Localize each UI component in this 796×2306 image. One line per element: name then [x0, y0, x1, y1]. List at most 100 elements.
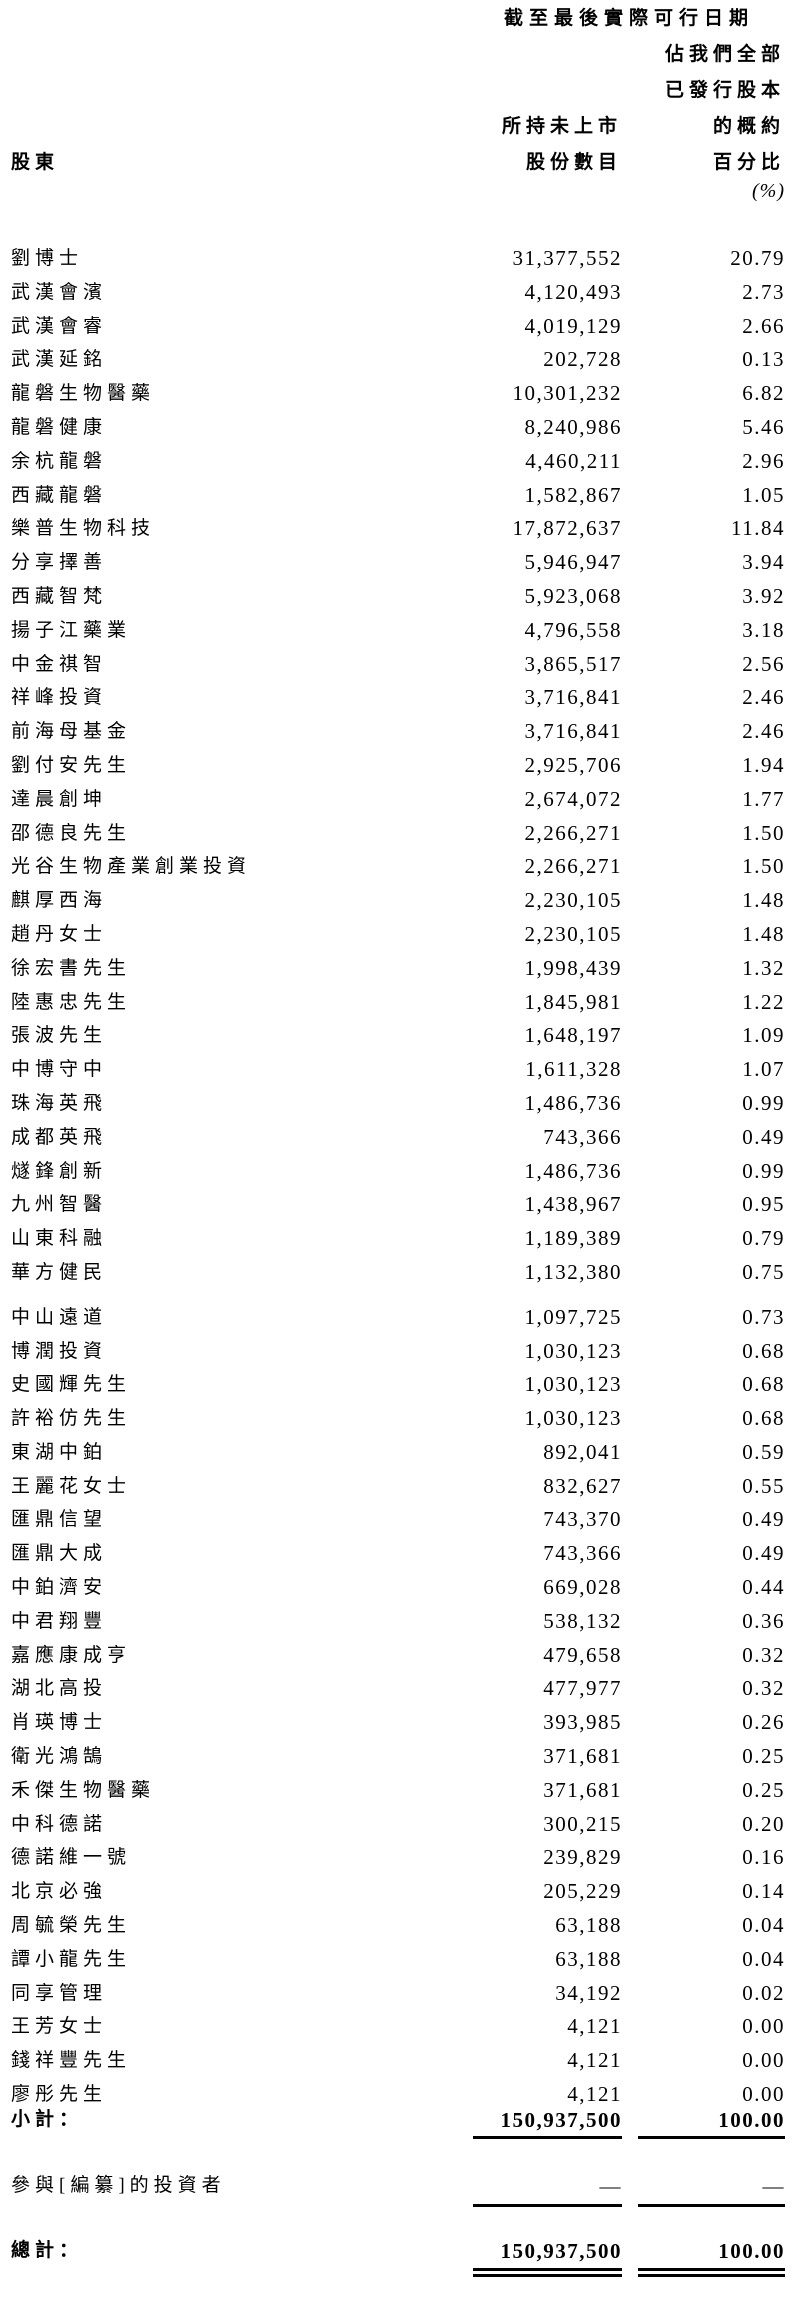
table-row: 九州智醫 1,438,967 0.95 [0, 1188, 796, 1222]
shares-value: 371,681 [543, 1744, 622, 1769]
pct-value: 0.14 [742, 1879, 785, 1904]
table-row: 周毓榮先生 63,188 0.04 [0, 1909, 796, 1943]
shares-value: 4,019,129 [524, 313, 622, 338]
table-row: 邵德良先生 2,266,271 1.50 [0, 817, 796, 851]
shareholder-name: 前海母基金 [11, 721, 132, 743]
table-row: 武漢延銘 202,728 0.13 [0, 343, 796, 377]
table-row: 匯鼎信望 743,370 0.49 [0, 1503, 796, 1537]
shares-value: 1,030,123 [524, 1338, 622, 1363]
subtotal-label: 小計： [11, 2109, 84, 2130]
table-row: 禾傑生物醫藥 371,681 0.25 [0, 1774, 796, 1808]
shares-column-header-line2: 股份數目 [525, 152, 622, 173]
table-row: 達晨創坤 2,674,072 1.77 [0, 783, 796, 817]
investors-label: 參與[編纂]的投資者 [11, 2175, 226, 2196]
shareholder-name: 龍磐生物醫藥 [11, 383, 156, 405]
pct-value: 0.16 [742, 1845, 785, 1870]
table-rows-block-2: 中山遠道 1,097,725 0.73 博潤投資 1,030,123 0.68 史國輝先生 1… [0, 1301, 796, 2112]
table-row: 同享管理 34,192 0.02 [0, 1977, 796, 2011]
table-row: 王麗花女士 832,627 0.55 [0, 1470, 796, 1504]
pct-value: 0.00 [742, 2048, 785, 2073]
pct-value: 1.48 [742, 888, 785, 913]
pct-value: 0.36 [742, 1608, 785, 1633]
table-row: 前海母基金 3,716,841 2.46 [0, 715, 796, 749]
pct-value: 1.50 [742, 820, 785, 845]
shareholder-name: 博潤投資 [11, 1340, 108, 1362]
shares-value: 3,865,517 [524, 651, 622, 676]
pct-value: 0.68 [742, 1372, 785, 1397]
shares-value: 393,985 [543, 1710, 622, 1735]
shares-value: 1,030,123 [524, 1406, 622, 1431]
shares-value: 1,438,967 [524, 1192, 622, 1217]
pct-value: 6.82 [742, 381, 785, 406]
shareholder-name: 匯鼎大成 [11, 1543, 108, 1565]
shares-value: 2,674,072 [524, 786, 622, 811]
table-row: 中山遠道 1,097,725 0.73 [0, 1301, 796, 1335]
shares-value: 3,716,841 [524, 685, 622, 710]
shareholder-name: 中科德諾 [11, 1813, 108, 1835]
table-row: 衛光鴻鵠 371,681 0.25 [0, 1740, 796, 1774]
table-row: 德諾維一號 239,829 0.16 [0, 1841, 796, 1875]
shareholder-column-header: 股東 [11, 152, 60, 173]
shareholder-name: 武漢延銘 [11, 349, 108, 371]
shareholder-name: 光谷生物產業創業投資 [11, 856, 252, 878]
shareholder-name: 劉付安先生 [11, 754, 132, 776]
shareholder-name: 武漢會濱 [11, 281, 108, 303]
pct-value: 1.32 [742, 955, 785, 980]
pct-value: 1.05 [742, 482, 785, 507]
shares-value: 8,240,986 [524, 414, 622, 439]
subtotal-pct-value: 100.00 [638, 2104, 785, 2139]
table-row: 中君翔豐 538,132 0.36 [0, 1605, 796, 1639]
shares-column-header-line1: 所持未上市 [501, 116, 622, 137]
pct-value: 0.00 [742, 2014, 785, 2039]
shares-value: 5,923,068 [524, 583, 622, 608]
shares-value: 4,121 [567, 2048, 622, 2073]
table-row: 光谷生物產業創業投資 2,266,271 1.50 [0, 850, 796, 884]
pct-value: 0.49 [742, 1541, 785, 1566]
table-row: 武漢會濱 4,120,493 2.73 [0, 276, 796, 310]
shares-value: 1,611,328 [525, 1057, 622, 1082]
table-row: 王芳女士 4,121 0.00 [0, 2010, 796, 2044]
pct-value: 0.25 [742, 1744, 785, 1769]
pct-value: 0.20 [742, 1811, 785, 1836]
shareholder-name: 中金祺智 [11, 653, 108, 675]
pct-value: 3.92 [742, 583, 785, 608]
pct-value: 0.68 [742, 1338, 785, 1363]
shareholder-name: 龍磐健康 [11, 416, 108, 438]
shares-value: 4,121 [567, 2014, 622, 2039]
table-row: 揚子江藥業 4,796,558 3.18 [0, 614, 796, 648]
shareholder-name: 中山遠道 [11, 1306, 108, 1328]
total-row: 總計： 150,937,500 100.00 [0, 2234, 796, 2277]
shareholder-name: 中博守中 [11, 1059, 108, 1081]
shareholder-name: 祥峰投資 [11, 687, 108, 709]
shares-value: 1,582,867 [524, 482, 622, 507]
pct-value: 20.79 [730, 246, 785, 270]
shareholder-name: 邵德良先生 [11, 822, 132, 844]
shares-value: 1,845,981 [524, 989, 622, 1014]
pct-value: 0.44 [742, 1575, 785, 1600]
pct-column-header-line2: 已發行股本 [664, 80, 785, 101]
table-row: 博潤投資 1,030,123 0.68 [0, 1335, 796, 1369]
pct-value: 2.66 [742, 313, 785, 338]
shareholder-name: 西藏龍磐 [11, 484, 108, 506]
shares-value: 4,120,493 [524, 279, 622, 304]
table-row: 中博守中 1,611,328 1.07 [0, 1053, 796, 1087]
table-row: 分享擇善 5,946,947 3.94 [0, 546, 796, 580]
shareholder-name: 華方健民 [11, 1261, 108, 1283]
shareholder-name: 趙丹女士 [11, 923, 108, 945]
pct-value: 0.13 [742, 347, 785, 372]
table-row: 北京必強 205,229 0.14 [0, 1875, 796, 1909]
shareholder-name: 北京必強 [11, 1881, 108, 1903]
shareholder-name: 山東科融 [11, 1228, 108, 1250]
shares-value: 239,829 [543, 1845, 622, 1870]
shares-value: 63,188 [555, 1946, 622, 1971]
pct-value: 0.79 [742, 1226, 785, 1251]
table-row: 史國輝先生 1,030,123 0.68 [0, 1368, 796, 1402]
pct-value: 0.59 [742, 1439, 785, 1464]
table-row: 劉博士 31,377,552 20.79 [0, 242, 796, 276]
shares-value: 2,230,105 [524, 921, 622, 946]
pct-value: 1.77 [742, 786, 785, 811]
pct-value: 0.49 [742, 1124, 785, 1149]
pct-value: 1.94 [742, 752, 785, 777]
pct-column-header-line1: 佔我們全部 [664, 44, 785, 65]
